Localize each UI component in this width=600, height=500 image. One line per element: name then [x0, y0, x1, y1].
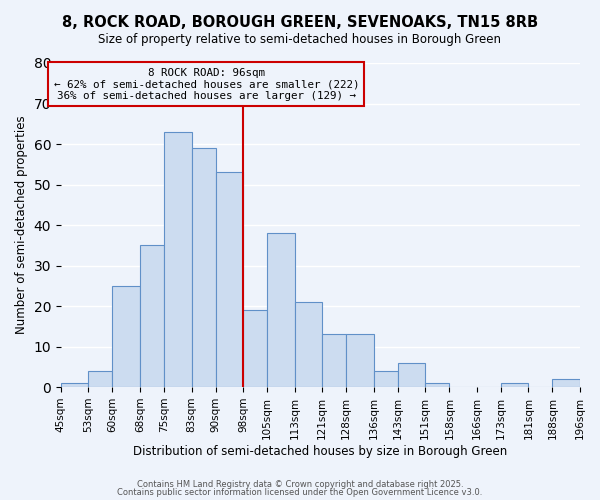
Bar [164, 132, 191, 387]
Bar [61, 383, 88, 387]
Bar [140, 246, 164, 387]
Bar [267, 233, 295, 387]
Bar [501, 383, 529, 387]
Text: Contains HM Land Registry data © Crown copyright and database right 2025.: Contains HM Land Registry data © Crown c… [137, 480, 463, 489]
Text: Size of property relative to semi-detached houses in Borough Green: Size of property relative to semi-detach… [98, 32, 502, 46]
Text: Contains public sector information licensed under the Open Government Licence v3: Contains public sector information licen… [118, 488, 482, 497]
Bar [322, 334, 346, 387]
X-axis label: Distribution of semi-detached houses by size in Borough Green: Distribution of semi-detached houses by … [133, 444, 508, 458]
Bar [243, 310, 267, 387]
Bar [346, 334, 374, 387]
Bar [295, 302, 322, 387]
Bar [374, 371, 398, 387]
Bar [425, 383, 449, 387]
Bar [112, 286, 140, 387]
Bar [215, 172, 243, 387]
Bar [191, 148, 215, 387]
Text: 8 ROCK ROAD: 96sqm
← 62% of semi-detached houses are smaller (222)
36% of semi-d: 8 ROCK ROAD: 96sqm ← 62% of semi-detache… [53, 68, 359, 101]
Text: 8, ROCK ROAD, BOROUGH GREEN, SEVENOAKS, TN15 8RB: 8, ROCK ROAD, BOROUGH GREEN, SEVENOAKS, … [62, 15, 538, 30]
Bar [398, 363, 425, 387]
Bar [88, 371, 112, 387]
Bar [553, 379, 580, 387]
Y-axis label: Number of semi-detached properties: Number of semi-detached properties [15, 116, 28, 334]
